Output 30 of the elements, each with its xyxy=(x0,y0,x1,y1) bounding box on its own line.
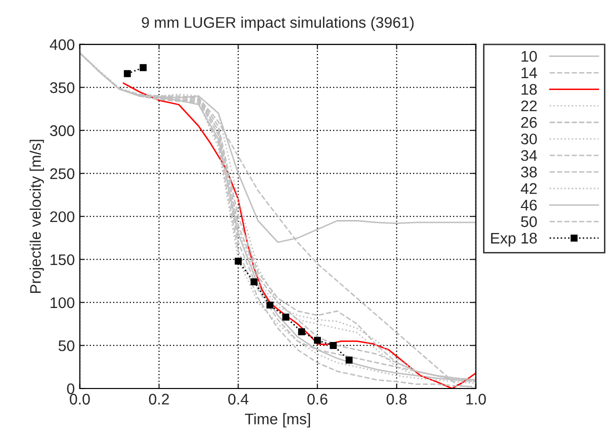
y-axis-title: Projectile velocity [m/s] xyxy=(30,140,44,293)
y-tick-label: 0 xyxy=(67,383,74,394)
x-tick-label: 0.2 xyxy=(149,394,169,405)
x-axis-title: Time [ms] xyxy=(244,413,310,428)
y-tick-label: 250 xyxy=(50,168,74,180)
legend-label: Exp 18 xyxy=(491,232,537,247)
y-tick-label: 200 xyxy=(50,211,74,222)
x-tick-label: 0.8 xyxy=(386,394,407,405)
chart-title: 9 mm LUGER impact simulations (3961) xyxy=(142,16,414,31)
legend-label: 26 xyxy=(521,117,537,128)
legend-label: 30 xyxy=(521,134,537,144)
y-tick-label: 150 xyxy=(50,254,74,266)
legend-label: 22 xyxy=(521,100,537,112)
y-tick-label: 50 xyxy=(58,340,74,352)
y-tick-label: 350 xyxy=(50,82,74,94)
legend-label: 50 xyxy=(521,216,537,228)
y-tick-label: 400 xyxy=(50,39,74,50)
x-tick-label: 1.0 xyxy=(466,394,486,405)
legend-label: 42 xyxy=(520,183,537,194)
legend-label: 38 xyxy=(521,166,537,178)
x-tick-label: 0.0 xyxy=(70,394,90,405)
legend-label: 10 xyxy=(522,50,537,62)
y-tick-label: 300 xyxy=(50,125,74,136)
x-tick-label: 0.6 xyxy=(307,394,328,405)
legend-label: 46 xyxy=(520,200,537,211)
legend-label: 14 xyxy=(522,68,537,78)
y-tick-label: 100 xyxy=(50,297,74,308)
legend-label: 18 xyxy=(522,84,537,95)
x-tick-label: 0.4 xyxy=(228,394,248,405)
legend-label: 34 xyxy=(521,150,537,161)
